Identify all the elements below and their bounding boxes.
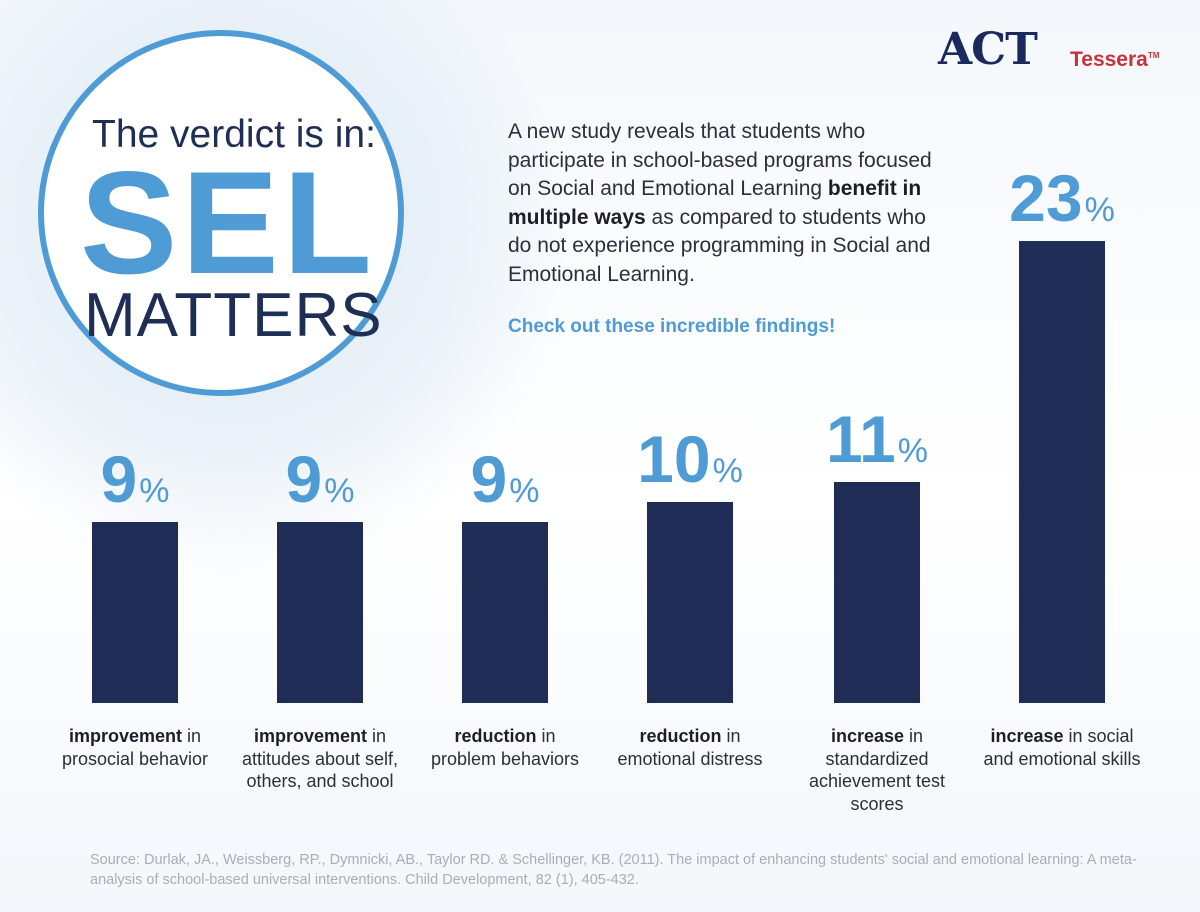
- hero-sel: SEL: [80, 141, 376, 304]
- brand-name: ACT: [938, 24, 1038, 75]
- source-citation: Source: Durlak, JA., Weissberg, RP., Dym…: [90, 852, 1137, 888]
- value-unit: %: [712, 452, 743, 490]
- hero-line1: The verdict is in:: [92, 113, 376, 156]
- category-label-3: reduction in problem behaviors: [430, 726, 580, 769]
- brand-sub: TesseraTM: [1070, 48, 1160, 71]
- category-label-6: increase in social and emotional skills: [983, 726, 1141, 769]
- value-number: 11: [825, 401, 896, 476]
- value-number: 9: [285, 442, 323, 517]
- value-number: 9: [470, 442, 508, 517]
- value-label-5: 11%: [777, 406, 977, 472]
- bar-1: [92, 522, 178, 703]
- category-label-4: reduction in emotional distress: [617, 726, 763, 769]
- category-label-2: improvement in attitudes about self, oth…: [241, 726, 399, 791]
- value-number: 9: [100, 442, 138, 517]
- bar-5: [834, 481, 920, 703]
- value-unit: %: [897, 431, 928, 470]
- bar-2: [277, 522, 363, 703]
- value-label-1: 9%: [35, 446, 235, 512]
- bar-6: [1019, 240, 1105, 703]
- value-number: 23: [1009, 160, 1083, 235]
- value-label-2: 9%: [220, 446, 420, 512]
- value-unit: %: [509, 472, 540, 511]
- cta-text: Check out these incredible findings!: [508, 316, 836, 337]
- value-unit: %: [1084, 190, 1115, 229]
- intro-bold: benefit in multiple ways: [508, 177, 922, 229]
- value-label-3: 9%: [405, 446, 605, 512]
- category-label-5: increase in standardized achievement tes…: [808, 726, 946, 814]
- hero-matters: MATTERS: [84, 281, 383, 350]
- value-unit: %: [139, 472, 170, 511]
- value-number: 10: [637, 422, 711, 496]
- brand-tm: TM: [1147, 51, 1160, 60]
- value-label-4: 10%: [590, 426, 790, 492]
- value-unit: %: [324, 472, 355, 511]
- bar-4: [647, 502, 733, 703]
- category-label-1: improvement in prosocial behavior: [61, 726, 209, 769]
- bar-3: [462, 522, 548, 703]
- intro-paragraph: A new study reveals that students who pa…: [508, 120, 932, 286]
- value-label-6: 23%: [962, 165, 1162, 231]
- hero-circle: [38, 30, 404, 396]
